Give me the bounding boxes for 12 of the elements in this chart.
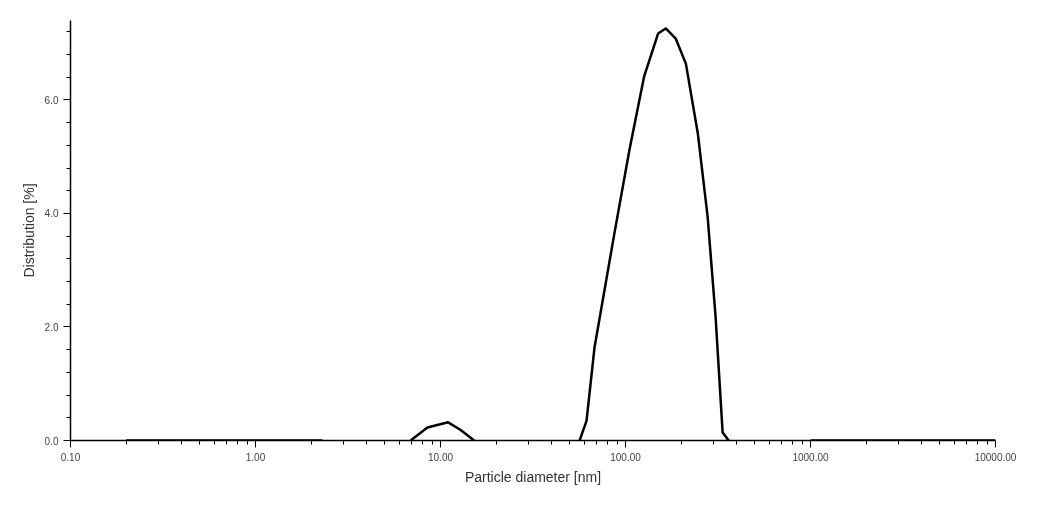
y-tick-label: 2.0 xyxy=(44,321,59,333)
x-tick-label: 100.00 xyxy=(610,451,642,463)
y-axis-title: Distribution [%] xyxy=(20,183,37,278)
y-tick-label: 4.0 xyxy=(44,208,59,220)
y-tick-label: 6.0 xyxy=(44,94,59,106)
y-tick-label: 0.0 xyxy=(44,435,59,447)
x-axis-title: Particle diameter [nm] xyxy=(464,468,602,485)
x-tick-label: 10.00 xyxy=(427,451,454,463)
x-tick-label: 0.10 xyxy=(60,451,81,463)
x-tick-label: 1.00 xyxy=(245,451,266,463)
x-tick-label: 10000.00 xyxy=(974,451,1017,463)
x-tick-label: 1000.00 xyxy=(792,451,830,463)
